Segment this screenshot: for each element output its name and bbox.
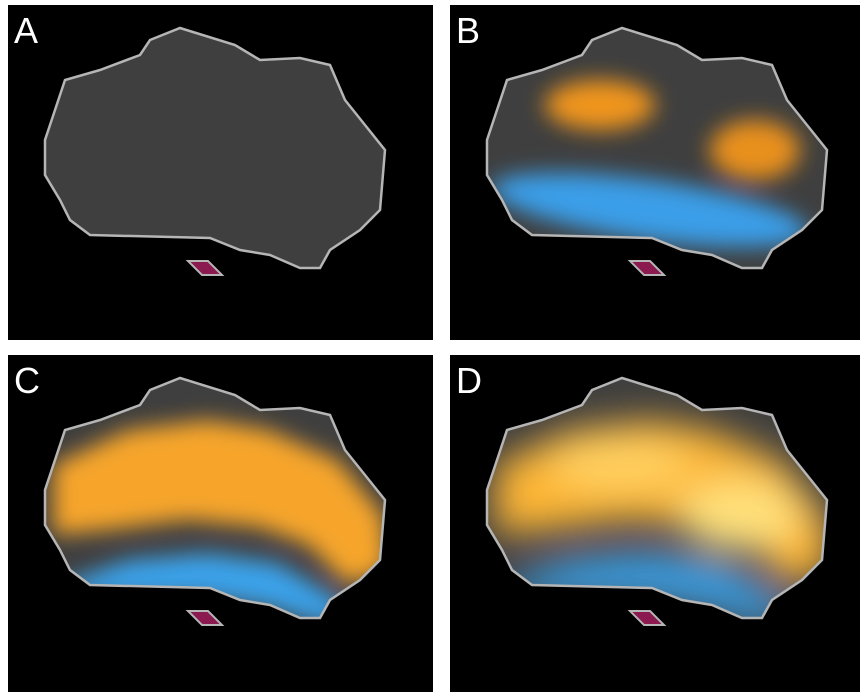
panel: B xyxy=(450,5,860,340)
activation-region xyxy=(545,80,655,130)
panel: D xyxy=(450,355,860,692)
panel: C xyxy=(8,355,433,692)
panel-label: C xyxy=(14,360,40,401)
panel: A xyxy=(8,5,433,340)
activation-region xyxy=(550,440,690,490)
activation-region xyxy=(680,480,800,550)
panel-label: D xyxy=(456,360,482,401)
activation-region xyxy=(710,120,800,180)
page: {"panels": [{"label": "A"}, {"label": "B… xyxy=(0,0,860,692)
panel-label: A xyxy=(14,10,38,51)
figure: A B C D xyxy=(0,0,860,692)
panel-label: B xyxy=(456,10,480,51)
